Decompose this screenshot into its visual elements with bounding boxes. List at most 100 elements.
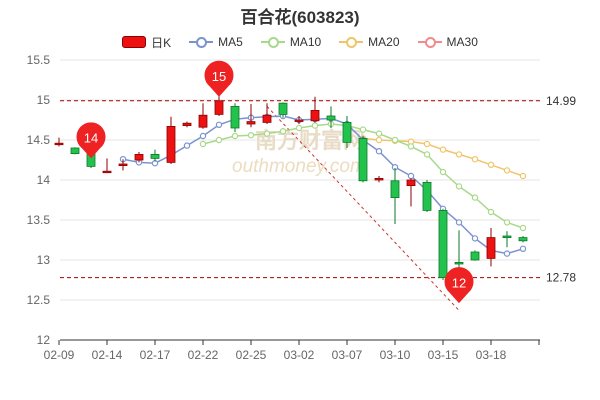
candle-body: [422, 181, 432, 211]
ma20-point: [487, 161, 495, 168]
y-tick-label: 14.5: [27, 133, 51, 147]
ma20-point: [375, 136, 383, 144]
candle-body: [102, 170, 112, 174]
candle-body: [390, 180, 400, 199]
legend-ma30-swatch: [417, 36, 442, 48]
ma20-point: [455, 151, 463, 158]
ma10-point: [471, 194, 479, 201]
ma10-point: [359, 126, 367, 133]
ma20-point: [519, 172, 527, 180]
x-tick-label: 02-09: [44, 348, 75, 362]
candle-body: [54, 142, 64, 146]
y-tick-label: 15.5: [27, 53, 51, 67]
price-marker: 12: [444, 267, 474, 304]
candle-body: [518, 237, 528, 242]
y-tick-label: 12.5: [27, 293, 51, 307]
ma20-point: [439, 146, 447, 153]
chart-legend: 日K MA5 MA10 MA20 MA30: [0, 33, 600, 51]
legend-item-ma30[interactable]: MA30: [417, 35, 478, 49]
candle-body: [214, 100, 224, 115]
ma10-point: [279, 127, 287, 135]
candle-body: [134, 153, 144, 161]
ma5-point: [375, 147, 383, 155]
x-tick-label: 02-22: [188, 348, 219, 362]
candle-body: [454, 261, 464, 265]
trend-line: [266, 106, 460, 311]
ma10-point: [231, 132, 239, 140]
reference-line-label: 12.78: [546, 271, 576, 285]
marker-pin: [444, 267, 474, 304]
candle-body: [486, 237, 496, 259]
candle-body: [438, 209, 448, 278]
candle-body: [342, 122, 352, 143]
chart-title: 百合花(603823): [240, 8, 360, 27]
x-tick-label: 03-18: [476, 348, 507, 362]
legend-item-ma10[interactable]: MA10: [260, 35, 321, 49]
y-tick-label: 13: [37, 253, 51, 267]
reference-line-label: 14.99: [546, 94, 576, 108]
ma20-point: [423, 140, 431, 148]
candle-body: [150, 153, 160, 159]
candle-body: [262, 114, 272, 123]
ma5-point: [503, 250, 511, 257]
ma10-point: [375, 130, 383, 137]
candle-body: [374, 177, 384, 181]
marker-label: 12: [452, 275, 466, 290]
x-tick-label: 02-14: [92, 348, 123, 362]
ma5-point: [455, 219, 463, 226]
legend-ma10-swatch: [260, 36, 285, 48]
legend-item-ma5[interactable]: MA5: [189, 35, 243, 49]
legend-ma20-swatch: [339, 36, 364, 48]
ma10-point: [503, 219, 511, 226]
ma5-point: [215, 121, 223, 129]
legend-label-ma5: MA5: [218, 35, 243, 49]
ma5-point: [407, 172, 415, 180]
candle-body: [278, 102, 288, 115]
candle-body: [358, 137, 368, 182]
ma10-point: [487, 208, 495, 216]
ma10-point: [199, 140, 207, 148]
ma10-point: [311, 122, 319, 129]
y-tick-label: 12: [37, 333, 51, 347]
legend-item-kline[interactable]: 日K: [122, 34, 171, 51]
watermark-text: outhmoney.com: [232, 156, 366, 177]
ma10-point: [391, 136, 399, 144]
candle-body: [182, 122, 192, 126]
candle-body: [502, 235, 512, 239]
candle-body: [326, 115, 336, 121]
ma10-point: [519, 224, 527, 232]
ma5-point: [199, 132, 207, 140]
x-tick-label: 03-15: [428, 348, 459, 362]
ma10-point: [439, 168, 447, 176]
y-tick-label: 15: [37, 93, 51, 107]
ma10-point: [263, 130, 271, 137]
candle-body: [470, 251, 480, 261]
y-tick-label: 14: [37, 173, 51, 187]
candle-body: [406, 179, 416, 186]
legend-label-kline: 日K: [151, 35, 172, 50]
candle-body: [70, 147, 80, 154]
ma10-point: [215, 136, 223, 144]
marker-pin: [76, 122, 106, 159]
legend-item-ma20[interactable]: MA20: [339, 35, 400, 49]
legend-ma5-swatch: [189, 36, 214, 48]
x-tick-label: 03-07: [332, 348, 363, 362]
legend-label-ma20: MA20: [368, 35, 400, 49]
ma10-point: [247, 131, 255, 139]
candle-body: [230, 106, 240, 129]
candle-body: [246, 121, 256, 125]
ma5-point: [183, 142, 191, 149]
x-tick-label: 02-17: [140, 348, 171, 362]
y-tick-label: 13.5: [27, 213, 51, 227]
legend-label-ma30: MA30: [446, 35, 478, 49]
candle-body: [294, 119, 304, 122]
price-marker: 14: [76, 122, 106, 159]
x-tick-label: 02-25: [236, 348, 267, 362]
marker-label: 14: [84, 131, 98, 146]
candle-body: [198, 114, 208, 128]
ma20-point: [503, 167, 511, 174]
marker-label: 15: [212, 69, 226, 84]
ma10-point: [407, 143, 415, 150]
